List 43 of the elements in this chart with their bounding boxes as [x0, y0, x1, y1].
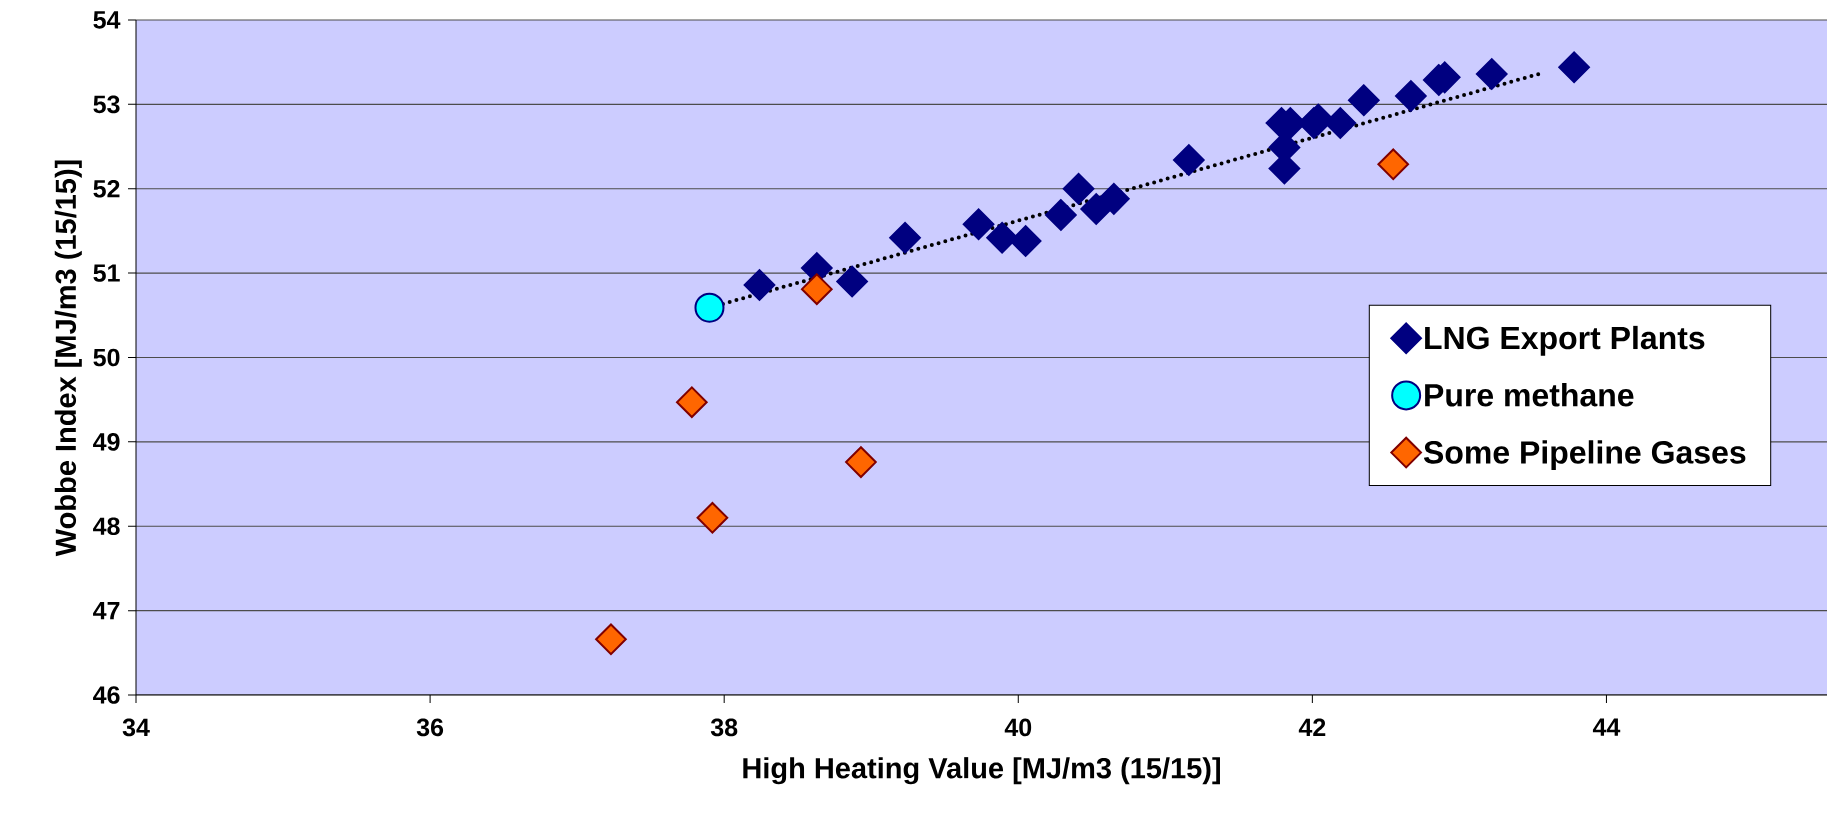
y-tick-label: 53 — [93, 95, 120, 114]
point — [1558, 51, 1590, 84]
point — [962, 208, 995, 241]
x-tick-label: 42 — [1298, 718, 1326, 736]
point — [1045, 199, 1077, 231]
point — [743, 269, 776, 301]
point — [845, 446, 877, 478]
point — [595, 623, 627, 656]
x-tick-label: 44 — [1592, 718, 1621, 736]
y-tick-label: 46 — [93, 686, 120, 704]
point — [889, 221, 921, 254]
point — [800, 273, 833, 306]
point — [675, 386, 708, 419]
x-tick-label: 40 — [1004, 718, 1032, 737]
point — [836, 265, 868, 298]
y-tick-label: 50 — [93, 348, 120, 367]
x-tick-label: 38 — [710, 718, 738, 737]
y-tick-label: 51 — [93, 264, 120, 282]
point — [986, 221, 1018, 254]
point — [1324, 107, 1357, 139]
x-tick-label: 34 — [122, 718, 150, 737]
point — [1172, 144, 1205, 176]
legend-label: Pure methane — [1425, 383, 1634, 407]
point — [1347, 84, 1380, 116]
legend-label: LNG Export Plants — [1425, 325, 1705, 356]
point — [1475, 58, 1508, 90]
point — [1098, 183, 1130, 215]
point — [1009, 225, 1042, 257]
point — [1377, 148, 1410, 181]
y-tick-label: 52 — [93, 179, 120, 198]
legend-label: Some Pipeline Gases — [1423, 440, 1746, 471]
point — [1395, 80, 1427, 112]
y-tick-label: 54 — [93, 11, 121, 29]
y-tick-label: 48 — [93, 517, 120, 536]
y-tick-label: 49 — [93, 433, 120, 451]
y-tick-label: 47 — [93, 602, 120, 620]
y-axis-title: Wobbe Index [MJ/m3 (15/15)] — [54, 160, 82, 557]
point — [1062, 172, 1095, 205]
point — [694, 292, 725, 323]
x-axis-title: High Heating Value [MJ/m3 (15/15)] — [743, 757, 1220, 785]
x-tick-label: 36 — [416, 718, 444, 737]
point — [1080, 193, 1113, 225]
point — [696, 501, 729, 534]
